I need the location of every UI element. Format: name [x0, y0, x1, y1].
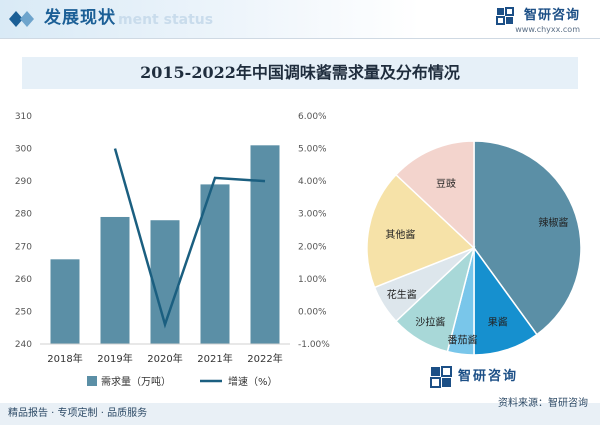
header-banner: ment status 发展现状 智研咨询 www.chyxx.com	[0, 0, 600, 39]
brand-logo: 智研咨询 www.chyxx.com	[406, 6, 586, 36]
y-left-tick-label: 280	[15, 210, 32, 220]
y-right-tick-label: 6.00%	[298, 112, 327, 122]
y-left-tick-label: 250	[15, 307, 32, 317]
y-right-tick-label: 2.00%	[298, 242, 327, 252]
x-tick-label: 2018年	[47, 352, 82, 365]
y-right-tick-label: 4.00%	[298, 177, 327, 187]
legend-bar-swatch	[87, 376, 97, 386]
demand-bar	[250, 145, 280, 344]
y-left-tick-label: 310	[15, 112, 32, 122]
brand-icon	[496, 7, 514, 25]
legend-demand-label: 需求量（万吨）	[101, 375, 171, 388]
footer-bar: 精品报告 · 专项定制 · 品质服务 资料来源：智研咨询	[0, 398, 600, 425]
watermark-brand-name: 智研咨询	[458, 369, 519, 384]
y-left-tick-label: 300	[15, 145, 32, 155]
legend-growth-label: 增速（%）	[228, 375, 278, 388]
y-right-tick-label: -1.00%	[298, 340, 330, 350]
brand-name: 智研咨询	[523, 8, 580, 23]
chart-title-box: 2015-2022年中国调味酱需求量及分布情况	[22, 57, 578, 89]
y-left-tick-label: 240	[15, 340, 32, 350]
pie-slice	[473, 140, 582, 336]
y-left-tick-label: 290	[15, 177, 32, 187]
diamond-icon	[9, 11, 34, 27]
x-tick-label: 2020年	[147, 352, 182, 365]
y-right-tick-label: 1.00%	[298, 275, 327, 285]
header-background	[0, 0, 600, 38]
source-note: 资料来源：智研咨询	[498, 398, 588, 409]
x-tick-label: 2021年	[197, 352, 232, 365]
chart-title: 2015-2022年中国调味酱需求量及分布情况	[140, 63, 460, 82]
x-tick-label: 2019年	[97, 352, 132, 365]
demand-bar	[50, 259, 80, 344]
x-tick-label: 2022年	[247, 352, 282, 365]
demand-bar	[100, 216, 130, 344]
header-ghost-text: ment status	[118, 12, 214, 28]
demand-bar	[200, 184, 230, 344]
growth-rate-line	[113, 148, 266, 329]
pie-slice	[366, 173, 476, 289]
y-right-tick-label: 5.00%	[298, 145, 327, 155]
brand-url: www.chyxx.com	[515, 25, 580, 34]
page-title: 发展现状	[44, 8, 116, 28]
demand-combo-chart: 310 300 290 280 270 260 250 240 6.00% 5.00% 4.00%…	[15, 112, 330, 388]
y-right-tick-label: 3.00%	[298, 210, 327, 220]
pie-slice-label: 豆豉	[436, 178, 456, 190]
y-left-tick-label: 260	[15, 275, 32, 285]
pie-slice-label: 辣椒酱	[538, 216, 568, 229]
footer-slogan: 精品报告 · 专项定制 · 品质服务	[8, 408, 148, 419]
pie-slice-label: 番茄酱	[447, 333, 477, 346]
pie-slice	[394, 140, 475, 250]
y-left-tick-label: 270	[15, 242, 32, 252]
pie-slice-label: 果酱	[488, 315, 508, 328]
pie-slice-label: 沙拉酱	[415, 316, 445, 329]
y-right-tick-label: 0.00%	[298, 307, 327, 317]
header-divider	[0, 38, 600, 39]
pie-slice-label: 花生酱	[387, 288, 417, 301]
pie-slice-label: 其他酱	[385, 228, 415, 241]
watermark-logo-icon	[430, 366, 452, 388]
